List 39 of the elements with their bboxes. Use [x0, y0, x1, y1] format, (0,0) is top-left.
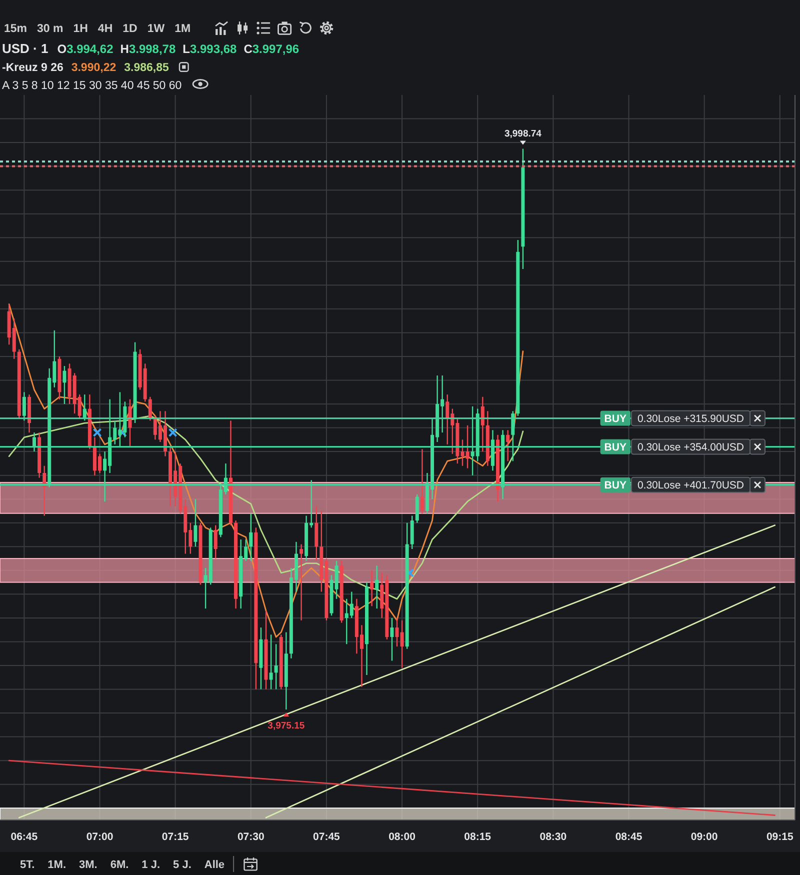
text: -Kreuz 9 26 — [2, 62, 64, 74]
text: 15m — [4, 23, 28, 35]
text: 1 J. — [142, 859, 160, 871]
x-tick-label: 07:30 — [237, 831, 264, 843]
text: C3.997,96 — [244, 42, 300, 56]
x-tick-label: 09:15 — [766, 831, 794, 843]
x-tick-label: 08:15 — [464, 831, 492, 843]
text: 1H — [73, 23, 88, 35]
text: 1W — [147, 23, 165, 35]
x-tick-label: 06:45 — [10, 831, 38, 843]
text: 3.986,85 — [124, 62, 170, 74]
x-tick-label: 08:30 — [540, 831, 567, 843]
text: 1M. — [48, 859, 66, 871]
x-tick-label: 07:15 — [162, 831, 189, 843]
text: 5T. — [20, 859, 35, 871]
chart-title: USD · 1 — [2, 41, 48, 56]
x-tick-label: 09:00 — [690, 831, 718, 843]
annotation: 3,998.74 — [504, 128, 542, 140]
x-tick-label: 07:45 — [313, 831, 340, 843]
x-tick-label: 08:00 — [388, 831, 416, 843]
x-tick-label: 08:45 — [615, 831, 642, 843]
text: 30 m — [37, 23, 64, 35]
text: 4H — [98, 23, 113, 35]
text: 3.990,22 — [71, 62, 116, 74]
text: 3M. — [79, 859, 98, 871]
text: 1M — [174, 23, 191, 35]
x-tick-label: 07:00 — [86, 831, 114, 843]
ref-line-label: BUY 0.30Lose +401.70USD — [604, 480, 744, 492]
ref-line-label: BUY 0.30Lose +354.00USD — [604, 442, 744, 454]
text: H3.998,78 — [120, 42, 176, 56]
annotation: 3,975.15 — [268, 720, 306, 732]
text: L3.993,68 — [182, 42, 238, 56]
ref-line-label: BUY 0.30Lose +315.90USD — [604, 413, 744, 426]
text: O3.994,62 — [57, 42, 114, 56]
text: 5 J. — [173, 859, 192, 871]
text: 6M. — [110, 859, 129, 871]
text: 1D — [122, 23, 138, 35]
text: Alle — [204, 859, 225, 871]
text: A 3 5 8 10 12 15 30 35 40 45 50 60 — [2, 80, 182, 92]
